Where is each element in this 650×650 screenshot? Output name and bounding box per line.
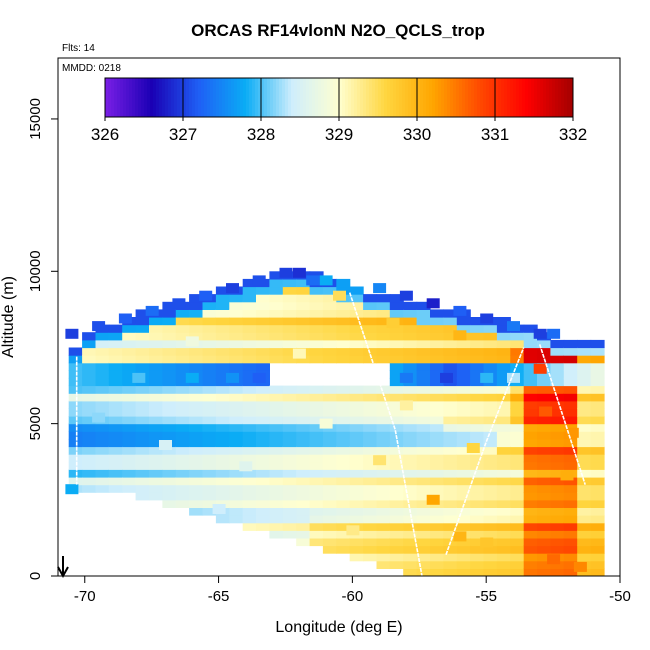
- down-arrow-icon: [57, 556, 69, 579]
- y-tick-label: 0: [27, 572, 44, 580]
- y-tick-label: 15000: [27, 98, 44, 140]
- data-cell: [480, 372, 494, 383]
- data-cell: [199, 290, 213, 301]
- colorbar-tick-label: 330: [403, 125, 431, 144]
- data-cell: [399, 290, 413, 301]
- x-tick-label: -65: [208, 588, 230, 605]
- x-tick-label: -50: [609, 588, 631, 605]
- x-axis: -70 -65 -60 -55 -50: [74, 576, 631, 605]
- colorbar-tick-label: 332: [559, 125, 587, 144]
- data-cell: [306, 275, 320, 286]
- data-cell: [373, 283, 387, 294]
- data-cell: [252, 372, 266, 383]
- data-cell: [399, 372, 413, 383]
- data-cell: [533, 363, 547, 374]
- data-cell: [65, 484, 79, 495]
- flight-track-lines: [75, 292, 586, 576]
- date-note: MMDD: 0218: [62, 63, 121, 74]
- data-cell: [539, 406, 553, 417]
- data-cell: [373, 455, 387, 466]
- data-cell: [239, 461, 253, 472]
- data-cell: [333, 290, 346, 301]
- data-cell: [399, 400, 413, 411]
- y-tick-label: 10000: [27, 250, 44, 292]
- colorbar-tick-label: 331: [481, 125, 509, 144]
- data-cell: [279, 267, 293, 278]
- data-cell: [252, 275, 266, 286]
- data-cell: [292, 348, 306, 359]
- data-cell: [573, 561, 587, 572]
- flight-track-line: [538, 344, 586, 485]
- data-cell: [440, 372, 453, 383]
- colorbar-tick-label: 328: [247, 125, 275, 144]
- x-tick-label: -55: [475, 588, 497, 605]
- data-cell: [319, 275, 333, 286]
- data-cell: [426, 494, 440, 505]
- data-cell: [547, 328, 561, 339]
- data-cell: [533, 328, 547, 339]
- data-cell: [172, 298, 186, 309]
- curtain-field: [68, 271, 605, 576]
- data-cell: [65, 328, 79, 339]
- data-cell: [507, 321, 520, 332]
- data-cell: [426, 298, 440, 309]
- data-cell: [565, 427, 579, 438]
- data-cell: [292, 267, 306, 278]
- colorbar-tick-label: 326: [91, 125, 119, 144]
- data-cell: [386, 318, 400, 329]
- colorbar: 326 327 328 329 330 331 332: [91, 77, 587, 144]
- data-cell: [185, 336, 199, 347]
- data-cell: [132, 372, 146, 383]
- y-axis: 0 5000 10000 15000: [27, 98, 58, 580]
- data-cell: [560, 470, 574, 481]
- data-cell: [226, 283, 239, 294]
- data-cell: [212, 504, 226, 514]
- flight-track-line: [445, 347, 525, 555]
- data-cell: [466, 443, 480, 453]
- flights-note: Flts: 14: [62, 43, 95, 54]
- x-tick-label: -60: [342, 588, 364, 605]
- chart-title: ORCAS RF14vlonN N2O_QCLS_trop: [191, 21, 485, 40]
- data-cell: [159, 440, 172, 450]
- data-cell: [92, 412, 106, 423]
- data-cell: [92, 321, 106, 332]
- data-cell: [453, 330, 467, 341]
- plot-frame: [57, 57, 621, 577]
- data-cell: [145, 305, 159, 316]
- x-tick-label: -70: [74, 588, 96, 605]
- data-cell: [507, 372, 520, 383]
- colorbar-tick-label: 327: [169, 125, 197, 144]
- data-cell: [453, 531, 467, 542]
- data-cell: [185, 372, 199, 383]
- flight-track-line: [348, 292, 423, 576]
- data-cells: [65, 267, 587, 572]
- data-cell: [226, 372, 239, 383]
- y-axis-label: Altitude (m): [0, 276, 17, 358]
- data-cell: [480, 537, 494, 548]
- data-cell: [453, 305, 467, 316]
- y-tick-label: 5000: [27, 407, 44, 440]
- data-cell: [346, 525, 360, 536]
- data-cell: [547, 554, 561, 565]
- data-cell: [319, 418, 333, 429]
- data-cell: [118, 313, 132, 324]
- colorbar-tick-label: 329: [325, 125, 353, 144]
- x-axis-label: Longitude (deg E): [275, 619, 402, 636]
- data-cell: [480, 313, 494, 324]
